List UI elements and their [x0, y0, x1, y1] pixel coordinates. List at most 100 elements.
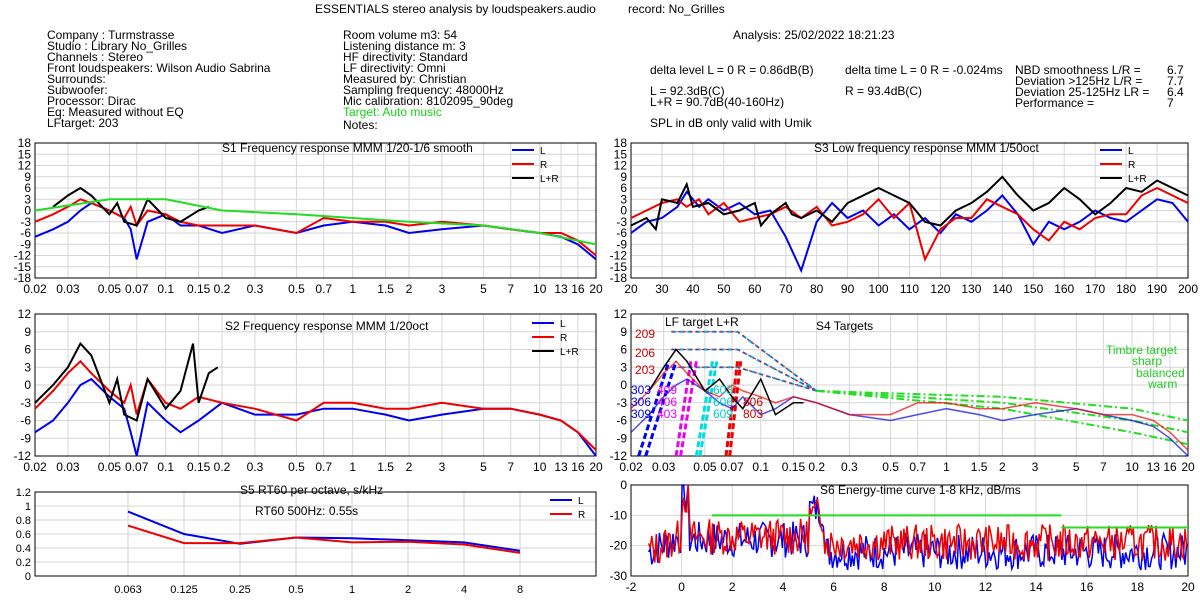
y-tick-label: 0: [620, 378, 627, 392]
x-tick-label: 0.05: [98, 282, 122, 296]
legend-label: L: [540, 146, 546, 157]
y-tick-label: 6: [24, 343, 31, 357]
info-studio: Studio : Library No_Grilles: [47, 39, 188, 53]
info-mic: Mic calibration: 8102095_90deg: [343, 94, 514, 108]
y-tick-label: 0: [25, 571, 31, 583]
x-tick-label: 14: [1029, 580, 1043, 594]
chart-title: ESSENTIALS stereo analysis by loudspeake…: [315, 2, 596, 16]
y-tick-label: -15: [14, 260, 32, 274]
info-channels: Channels : Stereo: [47, 50, 144, 64]
target-slope: [694, 361, 715, 457]
info-target: Target: Auto music: [343, 105, 442, 119]
x-tick-label: 0.15: [782, 460, 806, 474]
legend-label: L+R: [560, 347, 579, 358]
x-tick-label: 100: [869, 282, 889, 296]
x-tick-label: 0.5: [882, 460, 899, 474]
info-company: Company : Turmstrasse: [47, 28, 175, 42]
x-tick-label: 0.5: [288, 584, 303, 596]
x-tick-label: 7: [507, 282, 514, 296]
x-tick-label: 90: [841, 282, 855, 296]
info-notes: Notes:: [343, 118, 378, 132]
info-eq: Eq: Measured without EQ: [47, 105, 184, 119]
x-tick-label: 0.02: [23, 282, 47, 296]
stat-label: Deviation >125Hz L/R =: [1015, 74, 1143, 88]
x-tick-label: 0.2: [214, 282, 231, 296]
x-tick-label: 180: [1116, 282, 1136, 296]
y-tick-label: -18: [610, 271, 628, 285]
info-room-volume: Room volume m3: 54: [343, 28, 458, 42]
x-tick-label: 18: [1131, 580, 1145, 594]
x-tick-label: 0.07: [720, 460, 744, 474]
y-tick-label: -6: [20, 414, 31, 428]
y-tick-label: 0.6: [16, 529, 31, 541]
x-tick-label: 3: [439, 460, 446, 474]
y-tick-label: -6: [616, 414, 627, 428]
series-line: [34, 341, 219, 422]
y-tick-label: 15: [614, 147, 628, 161]
level-L: L = 92.3dB(C): [650, 84, 725, 98]
x-tick-label: 1.5: [377, 282, 394, 296]
plot-title: S2 Frequency response MMM 1/20oct: [225, 319, 429, 333]
annotation: sharp: [1132, 354, 1162, 368]
target-curve: [671, 349, 817, 392]
x-tick-label: 20: [589, 282, 603, 296]
info-sampling: Sampling frequency: 48000Hz: [343, 83, 504, 97]
x-tick-label: 0.7: [315, 282, 332, 296]
x-tick-label: 4: [461, 584, 467, 596]
series-line: [127, 510, 521, 552]
y-tick-label: 6: [620, 181, 627, 195]
x-tick-label: 50: [717, 282, 731, 296]
y-tick-label: -20: [610, 539, 628, 553]
x-tick-label: 7: [507, 460, 514, 474]
x-tick-label: 0.5: [288, 460, 305, 474]
info-surrounds: Surrounds:: [47, 72, 106, 86]
y-tick-label: 1.2: [16, 487, 31, 499]
stat-value: 7: [1167, 96, 1174, 110]
annotation: 603: [713, 383, 733, 397]
y-tick-label: -12: [14, 449, 32, 463]
y-tick-label: 3: [620, 192, 627, 206]
y-tick-label: 6: [620, 343, 627, 357]
y-tick-label: 18: [614, 136, 628, 150]
y-tick-label: 0.4: [16, 543, 31, 555]
x-tick-label: 40: [686, 282, 700, 296]
info-lf: LF directivity: Omni: [343, 61, 446, 75]
x-tick-label: -2: [626, 580, 637, 594]
legend-label: L: [1128, 146, 1134, 157]
plot-frame: [34, 491, 597, 577]
plot-title: S3 Low frequency response MMM 1/50oct: [814, 141, 1039, 155]
y-tick-label: -6: [20, 226, 31, 240]
y-tick-label: -9: [616, 431, 627, 445]
x-tick-label: 3: [439, 282, 446, 296]
x-tick-label: 0.02: [23, 460, 47, 474]
stat-label: Performance =: [1015, 96, 1095, 110]
legend-label: R: [1128, 160, 1135, 171]
series-line: [52, 186, 210, 227]
y-tick-label: -6: [616, 226, 627, 240]
annotation: 309: [631, 407, 651, 421]
x-tick-label: 1: [943, 460, 950, 474]
x-tick-label: 0.125: [170, 584, 198, 596]
level-LR: L+R = 90.7dB(40-160Hz): [650, 95, 785, 109]
info-measured-by: Measured by: Christian: [343, 72, 467, 86]
y-tick-label: 12: [18, 159, 32, 173]
x-tick-label: 80: [810, 282, 824, 296]
y-tick-label: -3: [20, 215, 31, 229]
y-tick-label: -18: [14, 271, 32, 285]
y-tick-label: 0: [24, 204, 31, 218]
y-tick-label: 3: [620, 360, 627, 374]
y-tick-label: 0: [620, 204, 627, 218]
x-tick-label: 10: [1125, 460, 1139, 474]
annotation: 606: [713, 395, 733, 409]
annotation: 303: [631, 383, 651, 397]
y-tick-label: 3: [24, 192, 31, 206]
stat-value: 6.4: [1167, 85, 1184, 99]
y-tick-label: 0: [620, 478, 627, 492]
x-tick-label: 1: [349, 460, 356, 474]
x-tick-label: 13: [554, 282, 568, 296]
y-tick-label: -3: [20, 396, 31, 410]
y-tick-label: 0: [24, 378, 31, 392]
x-tick-label: 1: [349, 584, 355, 596]
x-tick-label: 0.3: [841, 460, 858, 474]
spl-note: SPL in dB only valid with Umik: [650, 116, 812, 130]
